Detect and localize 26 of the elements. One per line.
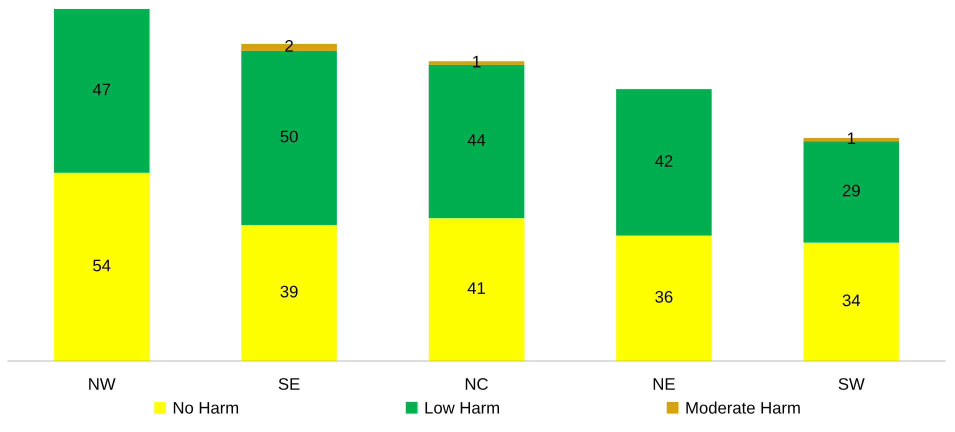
data-label: 41 [468, 282, 485, 294]
data-label: 39 [280, 286, 298, 298]
x-tick-label: NC [466, 378, 488, 390]
legend-label: Moderate Harm [686, 401, 800, 414]
bar [428, 218, 524, 361]
bar [616, 89, 712, 236]
bar [241, 225, 337, 361]
legend-label: Low Harm [426, 402, 499, 414]
legend-label: No Harm [174, 402, 238, 414]
x-tick-label: NE [654, 378, 675, 390]
data-label: 47 [92, 84, 110, 96]
x-tick-label: NW [89, 378, 116, 390]
data-label: 50 [280, 130, 298, 142]
data-label: 42 [655, 155, 672, 167]
x-tick-label: SE [278, 378, 300, 390]
bar [616, 236, 712, 361]
bar [241, 50, 337, 226]
data-label: 29 [842, 184, 860, 196]
data-label: 34 [842, 294, 860, 306]
data-label: 54 [93, 260, 110, 272]
x-tick-label: SW [838, 378, 865, 390]
bar [54, 9, 150, 173]
data-label: 44 [468, 134, 486, 146]
bar [54, 172, 150, 361]
bar [804, 242, 900, 361]
data-label: 36 [655, 290, 672, 303]
